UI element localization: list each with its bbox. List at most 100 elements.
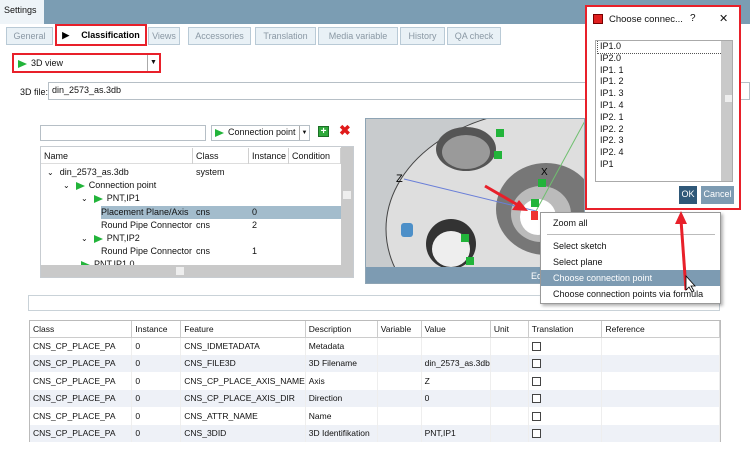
column-header[interactable]: Class	[30, 321, 133, 338]
column-name[interactable]: Name	[41, 148, 193, 164]
tab-classification[interactable]: ▶ Classification	[55, 24, 147, 46]
table-cell: 0	[131, 354, 182, 372]
table-row[interactable]: CNS_CP_PLACE_PA 0 CNS_3DID 3D Identifikatio…	[30, 424, 720, 442]
table-row[interactable]: CNS_CP_PLACE_PA 0 CNS_IDMETADATA Metadata	[30, 337, 720, 355]
table-cell	[601, 389, 720, 407]
list-item[interactable]: IP1	[600, 158, 614, 169]
list-item[interactable]: IP2.0	[600, 52, 622, 63]
connection-point-list[interactable]: IP1.0 IP2.0 IP1. 1 IP1. 2 IP1. 3 IP1. 4 IP2. 1…	[595, 40, 733, 182]
column-header[interactable]: Description	[305, 321, 378, 338]
column-header[interactable]: Variable	[377, 321, 422, 338]
help-icon[interactable]: ?	[690, 13, 696, 24]
tree-item[interactable]: Placement Plane/Axis cns 0	[101, 205, 341, 219]
menu-item-zoom-all[interactable]: Zoom all	[553, 218, 588, 228]
translation-checkbox[interactable]	[531, 429, 541, 439]
delete-icon[interactable]: ✖	[339, 122, 351, 138]
tab-translation[interactable]: Translation	[255, 27, 316, 45]
list-item[interactable]: IP2. 2	[600, 123, 624, 134]
tree-item[interactable]: ⌄ din_2573_as.3db	[47, 166, 341, 179]
tree-item[interactable]: ⌄ Connection point	[63, 179, 341, 192]
table-cell: PNT,IP1	[421, 424, 491, 442]
table-cell	[601, 372, 720, 390]
tree-search-input[interactable]	[40, 125, 206, 141]
table-cell: CNS_ATTR_NAME	[180, 407, 306, 425]
ok-button[interactable]: OK	[679, 186, 697, 204]
list-item[interactable]: IP2. 4	[600, 147, 624, 158]
axis-z-label: Z	[396, 173, 403, 185]
tab-media-variable[interactable]: Media variable	[318, 27, 398, 45]
list-item[interactable]: IP1. 2	[600, 76, 624, 87]
translation-checkbox[interactable]	[531, 359, 541, 369]
list-item[interactable]: IP1. 1	[600, 64, 624, 75]
column-header[interactable]: Instance	[131, 321, 182, 338]
table-cell: CNS_CP_PLACE_PA	[30, 424, 133, 442]
tree-vertical-scrollbar[interactable]	[341, 147, 353, 265]
translation-cell	[528, 424, 603, 442]
translation-checkbox[interactable]	[531, 411, 541, 421]
column-header[interactable]: Feature	[180, 321, 306, 338]
list-item[interactable]: IP1. 3	[600, 88, 624, 99]
column-instance[interactable]: Instance	[249, 148, 289, 164]
tree-item-instance: 0	[252, 206, 258, 217]
table-cell	[490, 337, 529, 355]
chevron-down-icon[interactable]: ⌄	[81, 194, 88, 204]
tree-horizontal-scrollbar[interactable]	[41, 265, 353, 277]
table-cell	[601, 407, 720, 425]
green-arrow-icon	[93, 195, 103, 204]
tab-label: Translation	[263, 31, 308, 41]
column-header[interactable]: Unit	[490, 321, 529, 338]
chevron-down-icon[interactable]: ⌄	[81, 234, 88, 243]
column-header[interactable]: Translation	[528, 321, 603, 338]
table-row[interactable]: CNS_CP_PLACE_PA 0 CNS_FILE3D 3D Filename din…	[30, 354, 720, 372]
tree-item-name: PNT,IP1.0	[94, 259, 135, 269]
tree-view[interactable]: Name Class system Instance Condition ⌄ di…	[40, 146, 354, 278]
chevron-down-icon[interactable]: ▼	[147, 55, 159, 71]
tab-general[interactable]: General	[6, 27, 53, 45]
menu-item-choose-connection-point[interactable]: Choose connection point	[541, 270, 720, 286]
menu-item-select-plane[interactable]: Select plane	[553, 257, 603, 267]
translation-checkbox[interactable]	[531, 376, 541, 386]
list-item[interactable]: IP2. 3	[600, 135, 624, 146]
table-cell: Direction	[305, 389, 378, 407]
type-select[interactable]: Connection point ▼	[211, 125, 310, 141]
list-item[interactable]: IP1. 4	[600, 99, 624, 110]
table-row[interactable]: CNS_CP_PLACE_PA 0 CNS_CP_PLACE_AXIS_NAME Ax…	[30, 372, 720, 390]
close-icon[interactable]: ✕	[719, 13, 729, 25]
table-cell: CNS_CP_PLACE_AXIS_DIR	[180, 389, 306, 407]
table-cell	[421, 337, 491, 355]
tab-history[interactable]: History	[400, 27, 445, 45]
file-label: 3D file:	[20, 87, 49, 97]
file-input[interactable]: din_2573_as.3db	[48, 82, 750, 100]
add-icon[interactable]: +	[318, 126, 329, 137]
translation-checkbox[interactable]	[531, 342, 541, 352]
column-header[interactable]: Value	[421, 321, 491, 338]
translation-checkbox[interactable]	[531, 394, 541, 404]
menu-item-choose-connection-points-via-formula[interactable]: Choose connection points via formula	[553, 289, 704, 299]
column-condition[interactable]: Condition	[289, 148, 341, 164]
tree-item[interactable]: Round Pipe Connector cns 1	[101, 245, 341, 258]
list-item[interactable]: IP2. 1	[600, 111, 624, 122]
tab-qa-check[interactable]: QA check	[447, 27, 501, 45]
table-row[interactable]: CNS_CP_PLACE_PA 0 CNS_ATTR_NAME Name	[30, 407, 720, 425]
column-class-system[interactable]: Class system	[193, 148, 249, 177]
tab-views[interactable]: Views	[148, 27, 180, 45]
column-header[interactable]: Reference	[601, 321, 720, 338]
list-scrollbar[interactable]	[721, 41, 732, 181]
list-item[interactable]: IP1.0	[597, 41, 723, 54]
table-cell: 0	[131, 407, 182, 425]
chevron-down-icon[interactable]: ⌄	[63, 181, 70, 191]
tab-accessories[interactable]: Accessories	[188, 27, 251, 45]
tree-item[interactable]: ⌄ PNT,IP2	[81, 232, 341, 245]
tree-item[interactable]: ⌄ PNT,IP1	[81, 192, 341, 205]
table-cell: CNS_CP_PLACE_PA	[30, 337, 133, 355]
chevron-down-icon[interactable]: ▼	[299, 126, 309, 140]
tree-item[interactable]: Round Pipe Connector cns 2	[101, 219, 341, 232]
chevron-down-icon[interactable]: ⌄	[47, 168, 54, 177]
table-cell: 3D Filename	[305, 354, 378, 372]
view-select[interactable]: 3D view ▼	[12, 53, 161, 73]
cancel-button[interactable]: Cancel	[701, 186, 734, 204]
table-row[interactable]: CNS_CP_PLACE_PA 0 CNS_CP_PLACE_AXIS_DIR Dir…	[30, 389, 720, 407]
table-cell: CNS_3DID	[180, 424, 306, 442]
menu-item-select-sketch[interactable]: Select sketch	[553, 241, 607, 251]
